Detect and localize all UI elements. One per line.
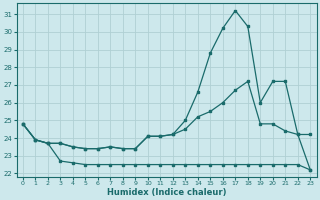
X-axis label: Humidex (Indice chaleur): Humidex (Indice chaleur) bbox=[107, 188, 226, 197]
